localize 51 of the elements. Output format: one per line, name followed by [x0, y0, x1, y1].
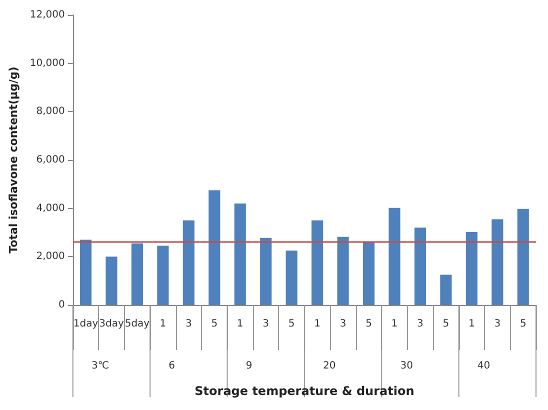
x-tick-label: 5day: [124, 318, 150, 330]
x-tick-label: 5: [442, 318, 450, 330]
bar: [388, 208, 400, 305]
x-tick-label: 3: [262, 318, 270, 330]
bar: [208, 190, 220, 305]
x-tick-label: 1: [236, 318, 244, 330]
x-tick-label: 3day: [99, 318, 124, 330]
x-tick-label: 1: [314, 318, 320, 330]
x-tick-label: 5: [211, 318, 218, 330]
bar: [362, 241, 375, 305]
bar: [337, 236, 349, 305]
text: 40: [477, 360, 490, 372]
bar: [466, 232, 478, 305]
bar: [517, 208, 529, 305]
y-tick-label: 4,000: [36, 202, 65, 214]
bar: [182, 220, 194, 305]
bar: [492, 219, 504, 305]
x-tick-label: 1: [391, 318, 398, 330]
bar: [286, 250, 298, 305]
bar: [106, 256, 118, 305]
bar: [234, 204, 246, 305]
text: 3℃: [91, 360, 110, 372]
text: 9: [246, 360, 252, 372]
x-tick-label: 1: [160, 318, 166, 330]
bar: [260, 238, 272, 305]
x-tick-label: 3: [494, 318, 501, 330]
text: 30: [400, 360, 413, 372]
text: 20: [323, 360, 336, 372]
x-tick-label: 1: [468, 318, 475, 330]
x-tick-label: 5: [366, 318, 372, 330]
bar: [312, 220, 324, 305]
x-axis-title: Storage temperature & duration: [194, 384, 414, 398]
x-tick-label: 3: [340, 318, 346, 330]
x-tick-label: 3: [417, 318, 424, 330]
x-tick-label: 5: [520, 318, 526, 330]
y-axis-title: Total isoflavone content(μg/g): [7, 66, 20, 254]
bar: [157, 246, 169, 305]
x-tick-label: 5: [288, 318, 295, 330]
x-tick-label: 1day: [73, 318, 98, 330]
bar: [80, 240, 92, 305]
bar: [414, 228, 426, 305]
bar: [440, 274, 452, 305]
x-tick-label: 3: [185, 318, 192, 330]
y-tick-label: 6,000: [36, 154, 65, 166]
y-tick-label: 2,000: [36, 251, 65, 262]
bar: [131, 243, 143, 305]
y-tick-label: 10,000: [30, 58, 65, 69]
y-tick-label: 12,000: [30, 10, 65, 20]
text: 6: [168, 360, 176, 372]
y-tick-label: 8,000: [36, 106, 65, 118]
y-tick-label: 0: [58, 300, 65, 310]
